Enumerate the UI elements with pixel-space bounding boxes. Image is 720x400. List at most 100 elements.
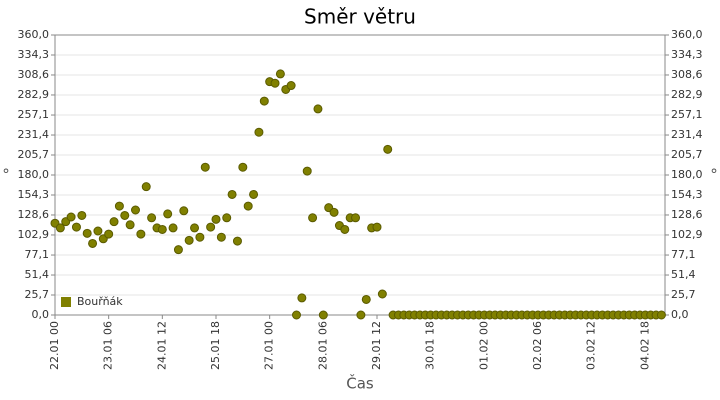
point (302, 166, 312, 176)
point (232, 236, 242, 246)
y2-tick-label: 0,0 (671, 308, 689, 321)
point (259, 96, 269, 106)
y2-tick-label: 154,3 (671, 188, 703, 201)
y2-tick-label: 102,9 (671, 228, 703, 241)
y-tick-label: 282,9 (18, 88, 50, 101)
point (157, 224, 167, 234)
y-tick-label: 51,4 (25, 268, 50, 281)
point (179, 206, 189, 216)
y-tick-label: 128,6 (18, 208, 50, 221)
y-tick-label: 25,7 (25, 288, 50, 301)
point (71, 222, 81, 232)
x-tick-label: 27.01 00 (263, 321, 276, 370)
point (77, 210, 87, 220)
y-tick-label: 154,3 (18, 188, 50, 201)
legend-swatch (61, 297, 71, 307)
y-axis-title: ° (2, 166, 10, 184)
point (82, 228, 92, 238)
legend-label: Bouřňák (77, 295, 123, 308)
point (222, 213, 232, 223)
point (184, 235, 194, 245)
y-tick-label: 360,0 (18, 28, 50, 41)
point (329, 207, 339, 217)
point (211, 214, 221, 224)
point (173, 245, 183, 255)
x-tick-label: 25.01 18 (209, 321, 222, 370)
x-tick-label: 24.01 12 (155, 321, 168, 370)
y2-tick-label: 308,6 (671, 68, 703, 81)
point (297, 293, 307, 303)
point (286, 81, 296, 91)
point (291, 310, 301, 320)
point (147, 213, 157, 223)
x-tick-label: 02.02 06 (531, 321, 544, 370)
y2-tick-label: 282,9 (671, 88, 703, 101)
point (141, 182, 151, 192)
point (383, 144, 393, 154)
x-tick-label: 28.01 06 (316, 321, 329, 370)
x-tick-label: 03.02 12 (585, 321, 598, 370)
point (270, 78, 280, 88)
point (372, 222, 382, 232)
y2-tick-label: 77,1 (671, 248, 696, 261)
point (238, 162, 248, 172)
point (216, 232, 226, 242)
point (361, 294, 371, 304)
point (340, 224, 350, 234)
point (254, 127, 264, 137)
x-tick-label: 30.01 18 (424, 321, 437, 370)
chart-title: Směr větru (304, 5, 416, 29)
point (55, 223, 65, 233)
point (130, 205, 140, 215)
point (377, 289, 387, 299)
point (249, 189, 259, 199)
point (120, 210, 130, 220)
point (206, 222, 216, 232)
y-tick-label: 102,9 (18, 228, 50, 241)
y2-tick-label: 205,7 (671, 148, 703, 161)
y-tick-label: 0,0 (32, 308, 50, 321)
y-tick-label: 308,6 (18, 68, 50, 81)
point (356, 310, 366, 320)
point (114, 201, 124, 211)
y2-tick-label: 257,1 (671, 108, 703, 121)
y-tick-label: 334,3 (18, 48, 50, 61)
point (318, 310, 328, 320)
point (168, 223, 178, 233)
y2-tick-label: 25,7 (671, 288, 696, 301)
y2-axis-title: ° (710, 166, 718, 184)
y-tick-label: 231,4 (18, 128, 50, 141)
point (163, 209, 173, 219)
x-tick-label: 23.01 06 (102, 321, 115, 370)
point (125, 220, 135, 230)
y2-tick-label: 334,3 (671, 48, 703, 61)
point (109, 217, 119, 227)
x-tick-label: 04.02 18 (638, 321, 651, 370)
point (195, 232, 205, 242)
point (104, 229, 114, 239)
point (93, 226, 103, 236)
y2-tick-label: 180,0 (671, 168, 703, 181)
point (313, 104, 323, 114)
point (66, 212, 76, 222)
y2-tick-label: 51,4 (671, 268, 696, 281)
y2-tick-label: 360,0 (671, 28, 703, 41)
point (275, 69, 285, 79)
y2-tick-label: 128,6 (671, 208, 703, 221)
point (243, 201, 253, 211)
point (200, 162, 210, 172)
y-tick-label: 180,0 (18, 168, 50, 181)
point (190, 223, 200, 233)
x-tick-label: 29.01 12 (370, 321, 383, 370)
x-axis-title: Čas (346, 374, 374, 393)
point (351, 213, 361, 223)
point (227, 189, 237, 199)
y-tick-label: 205,7 (18, 148, 50, 161)
y-tick-label: 257,1 (18, 108, 50, 121)
point (308, 213, 318, 223)
y-tick-label: 77,1 (25, 248, 50, 261)
point (656, 310, 666, 320)
point (88, 238, 98, 248)
x-tick-label: 22.01 00 (48, 321, 61, 370)
